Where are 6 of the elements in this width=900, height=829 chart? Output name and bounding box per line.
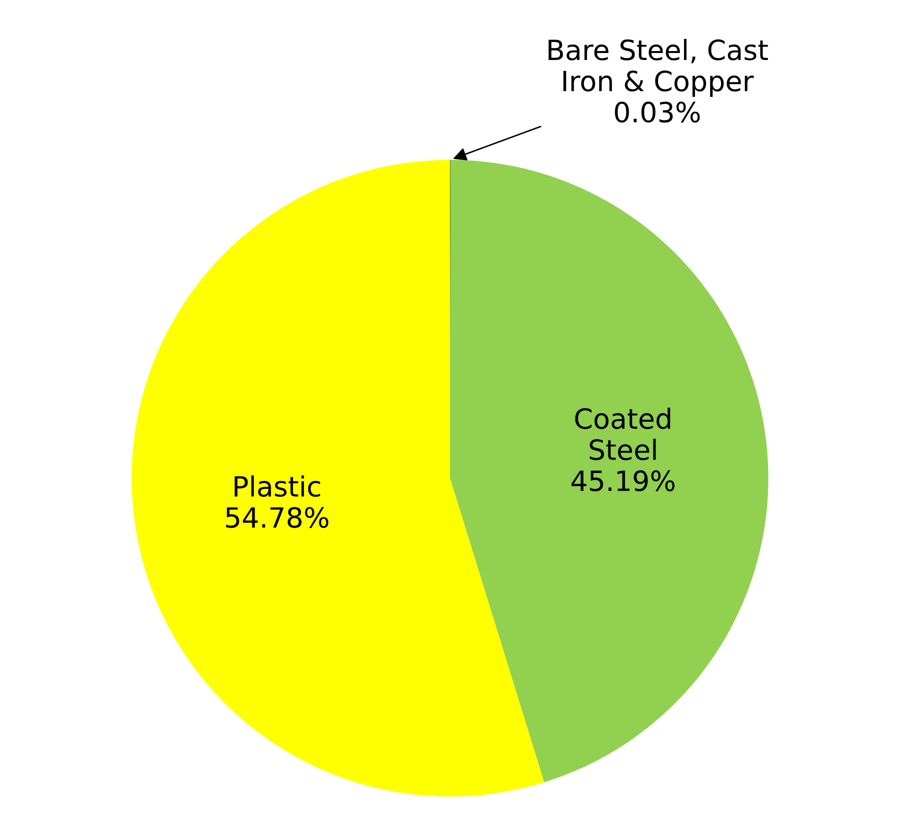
slice-label: Bare Steel, Cast Iron & Copper — [548, 38, 768, 97]
data-label: 0.03% — [614, 102, 700, 123]
data-label: 45.19% — [572, 470, 675, 492]
slice-label: Coated Steel — [575, 408, 670, 460]
data-label: 54.78% — [226, 506, 328, 528]
slice-label: Plastic — [234, 475, 320, 497]
